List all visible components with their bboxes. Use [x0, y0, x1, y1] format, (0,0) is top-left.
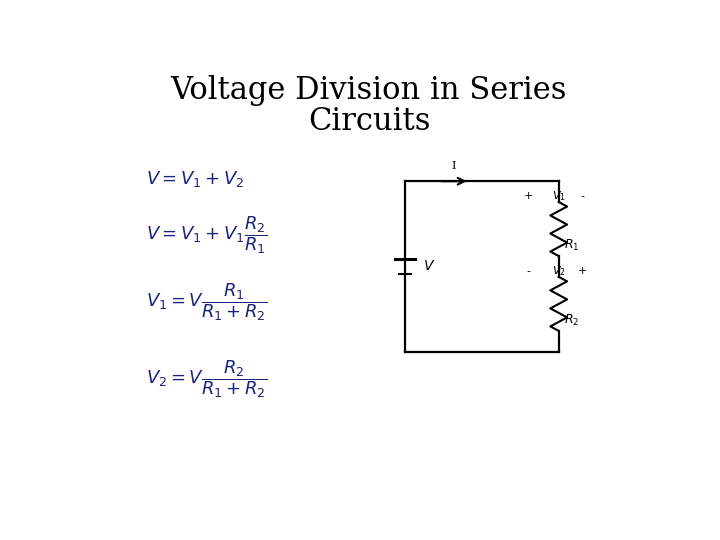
Text: I: I	[452, 161, 456, 171]
Text: $V_2$: $V_2$	[552, 264, 566, 278]
Text: $R_2$: $R_2$	[564, 313, 580, 328]
Text: +: +	[523, 191, 533, 201]
Text: $V = V_1 + V_1\dfrac{R_2}{R_1}$: $V = V_1 + V_1\dfrac{R_2}{R_1}$	[145, 214, 267, 256]
Text: Circuits: Circuits	[307, 106, 431, 137]
Text: $V = V_1 + V_2$: $V = V_1 + V_2$	[145, 169, 244, 189]
Text: $V_1$: $V_1$	[552, 189, 566, 202]
Text: $V$: $V$	[423, 259, 436, 273]
Text: -: -	[580, 191, 584, 201]
Text: $R_1$: $R_1$	[564, 238, 580, 253]
Text: $V_2 = V\dfrac{R_2}{R_1 + R_2}$: $V_2 = V\dfrac{R_2}{R_1 + R_2}$	[145, 358, 267, 400]
Text: Voltage Division in Series: Voltage Division in Series	[171, 75, 567, 106]
Text: $V_1 = V\dfrac{R_1}{R_1 + R_2}$: $V_1 = V\dfrac{R_1}{R_1 + R_2}$	[145, 281, 267, 322]
Text: +: +	[577, 266, 587, 275]
Text: -: -	[526, 266, 530, 275]
